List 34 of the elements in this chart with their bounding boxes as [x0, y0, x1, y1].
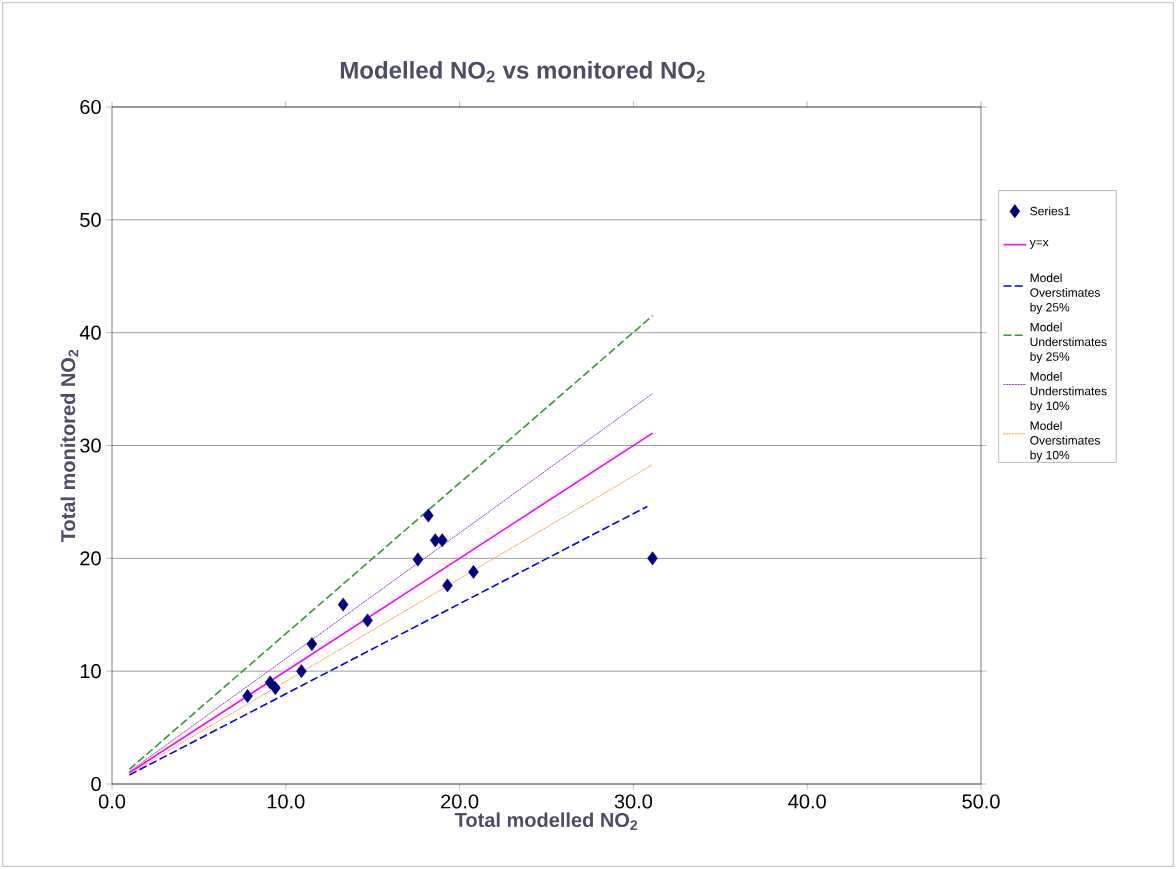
- x-tick-label: 20.0: [441, 794, 479, 809]
- legend-label: Series1: [1030, 206, 1070, 216]
- point: [362, 613, 373, 628]
- point: [423, 508, 434, 523]
- x-tick-label: 0.0: [98, 794, 126, 809]
- x-tick-label: 10.0: [267, 794, 305, 809]
- y-tick-label: 10: [80, 664, 101, 679]
- point: [296, 664, 307, 679]
- legend-label: Model Understimates by 10%: [1030, 371, 1107, 413]
- x-axis-title: Total modelled NO$_{2}$: [454, 812, 638, 831]
- y-tick-label: 20: [80, 551, 101, 566]
- y-tick-label: 40: [79, 325, 101, 340]
- point: [442, 578, 453, 593]
- point: [436, 533, 448, 548]
- legend-label: Model Understimates by 25%: [1030, 322, 1107, 364]
- x-tick-label: 30.0: [614, 794, 653, 809]
- point: [306, 637, 318, 652]
- point: [270, 681, 281, 696]
- point: [242, 689, 253, 703]
- y-tick-label: 0: [91, 776, 101, 792]
- point: [468, 564, 479, 579]
- y-axis-title: Total monitored NO$_{2}$: [60, 349, 79, 543]
- y-tick-label: 60: [80, 99, 101, 115]
- x-tick-label: 40.0: [788, 794, 826, 809]
- legend-label: y=x: [1029, 239, 1049, 249]
- point: [412, 552, 424, 567]
- legend-label: Model Overstimates by 25%: [1030, 273, 1100, 314]
- legend-label: Model Overstimates by 10%: [1030, 421, 1100, 462]
- x-tick-label: 50.0: [962, 794, 1000, 809]
- y-tick-label: 50: [80, 212, 101, 227]
- point: [647, 551, 658, 566]
- point: [337, 597, 349, 612]
- chart-title: Modelled NO$_{2}$ vs monitored NO$_{2}$: [340, 61, 705, 83]
- y-tick-label: 30: [80, 438, 101, 453]
